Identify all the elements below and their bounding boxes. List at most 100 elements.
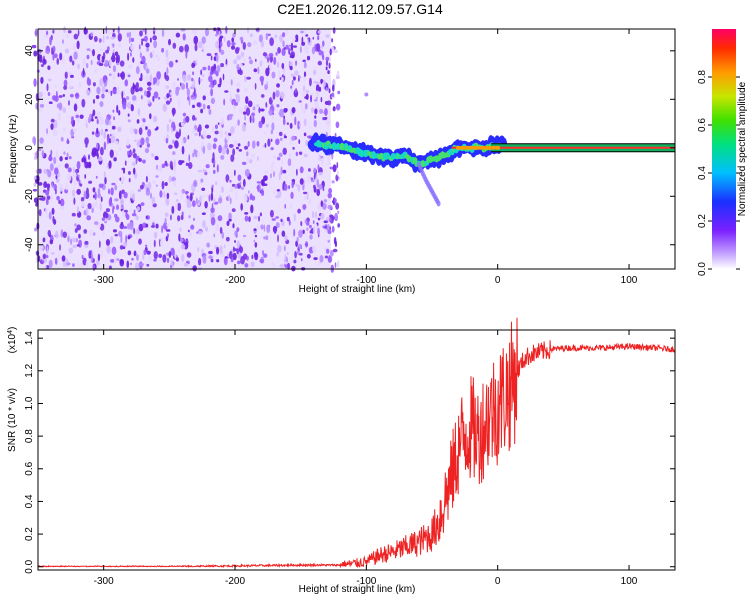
spectrogram-noise-blob [62, 127, 67, 132]
spectrogram-noise-blob [229, 197, 232, 205]
spectrogram-noise-blob [164, 212, 169, 218]
spectrogram-noise-blob [201, 74, 205, 78]
spectrogram-noise-blob [259, 258, 265, 263]
spectrogram-noise-blob [145, 42, 150, 48]
spectrogram-noise-blob [303, 71, 307, 77]
spectrogram-noise-blob [108, 138, 112, 144]
spectrogram-noise-blob [55, 175, 58, 180]
spectrogram-noise-blob [293, 213, 296, 222]
spectrogram-noise-blob [118, 147, 122, 151]
spectrogram-noise-blob [195, 57, 198, 64]
spectrogram-noise-blob [279, 91, 285, 99]
spectrogram-noise-blob [50, 118, 55, 123]
spectrogram-noise-blob [223, 256, 228, 266]
spectrogram-noise-blob [237, 119, 241, 126]
spectrogram-noise-blob [236, 88, 240, 93]
spectrogram-noise-blob [263, 131, 267, 135]
spectrogram-noise-blob [112, 72, 116, 81]
spectrogram-noise-blob [207, 142, 212, 151]
spectrogram-noise-blob [194, 132, 199, 136]
spectrogram-noise-blob [78, 233, 81, 239]
spectrogram-noise-blob [89, 229, 93, 237]
spectrogram-noise-blob [127, 150, 131, 156]
spectrogram-noise-blob [148, 255, 152, 261]
spectrogram-noise-blob [235, 93, 238, 98]
spectrogram-noise-blob [130, 37, 135, 43]
spectrogram-noise-blob [187, 229, 190, 233]
spectrogram-noise-blob [231, 37, 235, 43]
spectrogram-noise-blob [263, 224, 266, 232]
spectrogram-noise-blob [65, 33, 70, 39]
spectrogram-noise-blob [33, 182, 37, 187]
spectrogram-noise-blob [291, 79, 294, 86]
spectrogram-noise-blob [132, 193, 135, 201]
spectrogram-noise-blob [125, 234, 128, 244]
spectrogram-noise-blob [315, 83, 320, 93]
spectrogram-noise-blob [279, 137, 283, 141]
spectrogram-noise-blob [93, 36, 98, 43]
spectrogram-noise-blob [229, 187, 234, 193]
spectrogram-noise-blob [72, 127, 78, 133]
spectrogram-noise-blob [79, 114, 84, 119]
spectrogram-noise-blob [73, 51, 78, 60]
spectrogram-noise-blob [290, 137, 292, 147]
spectrogram-noise-blob [88, 250, 92, 259]
spectrogram-noise-blob [176, 198, 179, 203]
spectrogram-noise-blob [221, 146, 227, 155]
spectrogram-noise-blob [164, 217, 167, 225]
spectrogram-signal-track [307, 92, 675, 207]
spectrogram-noise-blob [302, 191, 308, 195]
spectrogram-noise-blob [74, 223, 77, 227]
spectrogram-noise-blob [65, 182, 68, 191]
spectrogram-noise-blob [322, 79, 326, 88]
spectrogram-noise-blob [40, 64, 44, 67]
spectrogram-noise-blob [144, 35, 148, 42]
spectrogram-noise-blob [212, 152, 215, 161]
spectrogram-noise-blob [166, 257, 170, 263]
spectrogram-noise-blob [297, 250, 300, 256]
spectrogram-noise-blob [95, 95, 100, 99]
spectrogram-noise-blob [269, 37, 274, 47]
spectrogram-noise-blob [70, 74, 74, 78]
spectrogram-noise-blob [228, 212, 232, 221]
spectrogram-noise-blob [213, 79, 217, 85]
spectrogram-noise-blob [277, 156, 281, 161]
spectrogram-noise-blob [140, 202, 145, 207]
spectrogram-noise-blob [115, 54, 118, 64]
spectrogram-noise-blob [229, 91, 232, 100]
spectrogram-noise-blob [105, 36, 110, 40]
spectrogram-noise-blob [112, 89, 117, 94]
spectrogram-noise-blob [140, 72, 143, 80]
spectrogram-noise-blob [198, 230, 203, 235]
spectrogram-noise-blob [63, 151, 66, 155]
spectrogram-noise-blob [190, 224, 195, 230]
spectrogram-noise-blob [294, 70, 299, 76]
spectrogram-noise-blob [71, 173, 77, 179]
spectrogram-noise-blob [300, 221, 303, 227]
figure-title: C2E1.2026.112.09.57.G14 [277, 1, 443, 17]
spectrogram-noise-blob [327, 239, 330, 243]
spectrogram-peak-blob [467, 145, 473, 150]
spectrogram-noise-blob [297, 208, 301, 214]
spectrogram-noise-blob [226, 134, 230, 141]
spectrogram-noise-blob [225, 236, 230, 242]
spectrogram-noise-blob [264, 170, 269, 174]
spectrogram-noise-blob [110, 90, 113, 97]
spectrogram-noise-blob [239, 107, 244, 114]
spectrogram-noise-blob [181, 122, 185, 127]
spectrogram-noise-blob [155, 184, 158, 187]
spectrogram-noise-blob [247, 140, 250, 148]
spectrogram-noise-blob [336, 260, 340, 269]
snr-y-tick-label: 1.0 [24, 396, 35, 410]
spectrogram-track-core [412, 157, 418, 165]
spectrogram-noise-blob [166, 192, 170, 200]
spectrogram-noise-blob [217, 83, 222, 88]
spectrogram-noise-blob [288, 185, 290, 190]
spectrogram-noise-blob [61, 255, 66, 262]
spectrogram-noise-blob [55, 188, 57, 195]
spectrogram-noise-blob [147, 99, 151, 104]
spectrogram-noise-blob [243, 56, 246, 65]
spectrogram-noise-blob [232, 252, 237, 261]
spectrogram-noise-blob [210, 216, 216, 226]
spectrogram-noise-blob [211, 203, 214, 212]
